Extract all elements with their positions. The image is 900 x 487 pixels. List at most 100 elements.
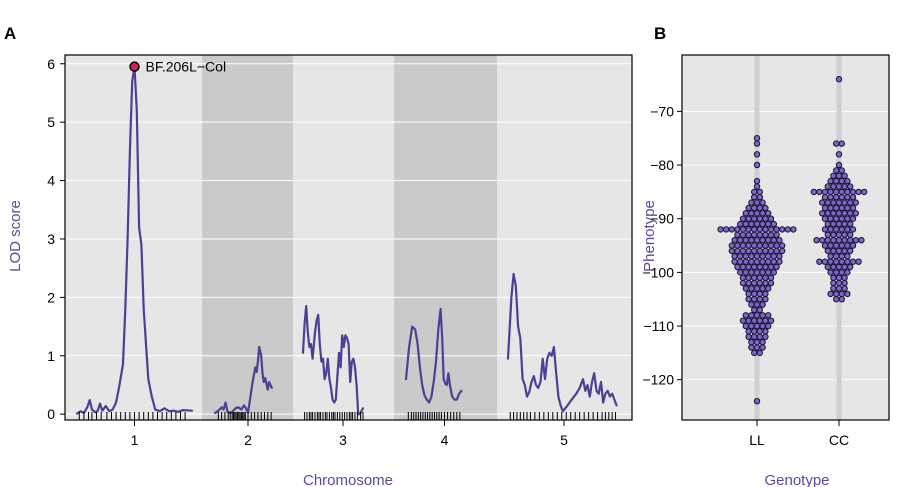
- phenotype-point-LL: [773, 226, 780, 233]
- phenotype-point-CC: [838, 269, 845, 276]
- panel-a-y-tick-label: 0: [47, 406, 55, 422]
- phenotype-point-CC: [824, 231, 831, 239]
- phenotype-point-CC: [844, 258, 851, 265]
- phenotype-point-CC: [810, 188, 817, 196]
- phenotype-point-LL: [731, 253, 738, 260]
- phenotype-point-LL: [759, 312, 766, 319]
- phenotype-point-LL: [745, 226, 752, 233]
- phenotype-point-LL: [759, 237, 766, 244]
- genotype-label-CC: CC: [829, 432, 849, 448]
- phenotype-point-CC: [821, 242, 829, 249]
- phenotype-point-CC: [816, 188, 823, 196]
- phenotype-point-CC: [838, 290, 845, 298]
- phenotype-point-LL: [751, 188, 758, 196]
- phenotype-point-CC: [830, 263, 837, 271]
- phenotype-point-CC: [833, 177, 840, 185]
- panel-a-y-tick-label: 2: [47, 289, 55, 305]
- phenotype-point-LL: [753, 140, 761, 147]
- phenotype-point-LL: [762, 263, 769, 271]
- phenotype-point-LL: [767, 263, 775, 271]
- phenotype-point-LL: [745, 247, 752, 255]
- phenotype-point-LL: [773, 231, 780, 239]
- phenotype-point-LL: [734, 226, 741, 233]
- phenotype-point-LL: [739, 279, 747, 287]
- phenotype-point-LL: [765, 322, 772, 330]
- phenotype-point-CC: [827, 188, 834, 196]
- phenotype-point-CC: [833, 188, 840, 196]
- phenotype-point-LL: [767, 231, 775, 239]
- phenotype-point-LL: [765, 237, 772, 244]
- phenotype-point-LL: [759, 339, 766, 346]
- phenotype-point-LL: [756, 194, 763, 201]
- phenotype-point-LL: [748, 285, 755, 292]
- panel-a-y-tick-label: 6: [47, 56, 55, 72]
- phenotype-point-LL: [762, 333, 769, 340]
- phenotype-point-CC: [838, 167, 845, 174]
- phenotype-point-CC: [841, 183, 848, 190]
- phenotype-point-CC: [841, 247, 848, 255]
- phenotype-point-CC: [827, 258, 834, 265]
- phenotype-point-LL: [751, 194, 758, 201]
- phenotype-point-LL: [739, 317, 747, 324]
- phenotype-point-CC: [824, 237, 831, 244]
- phenotype-point-CC: [833, 290, 840, 298]
- phenotype-point-LL: [776, 258, 783, 265]
- phenotype-point-LL: [779, 242, 786, 249]
- phenotype-point-CC: [849, 226, 857, 233]
- phenotype-point-LL: [753, 253, 761, 260]
- panel-b-y-tick-label: −110: [644, 318, 675, 334]
- phenotype-point-CC: [830, 285, 837, 292]
- phenotype-point-CC: [830, 172, 837, 180]
- phenotype-point-CC: [847, 247, 854, 255]
- phenotype-point-LL: [751, 242, 758, 249]
- phenotype-point-LL: [751, 274, 758, 281]
- phenotype-point-LL: [728, 247, 735, 255]
- phenotype-point-LL: [751, 333, 758, 340]
- phenotype-point-LL: [745, 328, 752, 335]
- lod-curve-chr-4: [404, 307, 463, 404]
- phenotype-point-LL: [765, 269, 772, 276]
- phenotype-point-LL: [762, 247, 769, 255]
- phenotype-point-CC: [844, 290, 851, 298]
- panel-b-y-tick-label: −70: [650, 103, 674, 119]
- phenotype-point-LL: [737, 258, 744, 265]
- phenotype-point-LL: [748, 312, 755, 319]
- phenotype-point-LL: [773, 263, 780, 271]
- phenotype-point-CC: [838, 177, 845, 185]
- phenotype-point-LL: [779, 226, 786, 233]
- phenotype-point-LL: [756, 279, 763, 287]
- phenotype-point-LL: [723, 226, 730, 233]
- phenotype-point-LL: [765, 210, 772, 217]
- phenotype-point-CC: [858, 237, 865, 244]
- phenotype-point-CC: [827, 194, 834, 201]
- phenotype-point-CC: [841, 220, 848, 228]
- phenotype-point-LL: [728, 242, 735, 249]
- phenotype-point-CC: [855, 188, 862, 196]
- phenotype-point-CC: [838, 253, 845, 260]
- phenotype-point-LL: [753, 301, 761, 308]
- phenotype-point-LL: [759, 220, 766, 228]
- panel-a-y-tick-label: 1: [47, 348, 55, 364]
- phenotype-point-LL: [753, 177, 761, 185]
- phenotype-point-CC: [835, 76, 843, 83]
- phenotype-point-CC: [824, 263, 831, 271]
- phenotype-point-LL: [770, 237, 777, 244]
- phenotype-point-CC: [841, 172, 848, 180]
- phenotype-point-LL: [748, 344, 755, 351]
- phenotype-point-LL: [751, 226, 758, 233]
- phenotype-point-LL: [767, 274, 775, 281]
- phenotype-point-CC: [830, 247, 837, 255]
- chromosome-band-3: [293, 55, 394, 420]
- phenotype-point-LL: [739, 242, 747, 249]
- phenotype-point-CC: [833, 242, 840, 249]
- phenotype-point-CC: [830, 220, 837, 228]
- phenotype-point-CC: [847, 210, 854, 217]
- phenotype-point-LL: [745, 274, 752, 281]
- phenotype-point-CC: [838, 258, 845, 265]
- phenotype-point-CC: [838, 140, 845, 147]
- phenotype-point-CC: [847, 237, 854, 244]
- phenotype-point-LL: [756, 231, 763, 239]
- phenotype-point-CC: [838, 215, 845, 222]
- phenotype-point-LL: [745, 231, 752, 239]
- phenotype-point-LL: [748, 237, 755, 244]
